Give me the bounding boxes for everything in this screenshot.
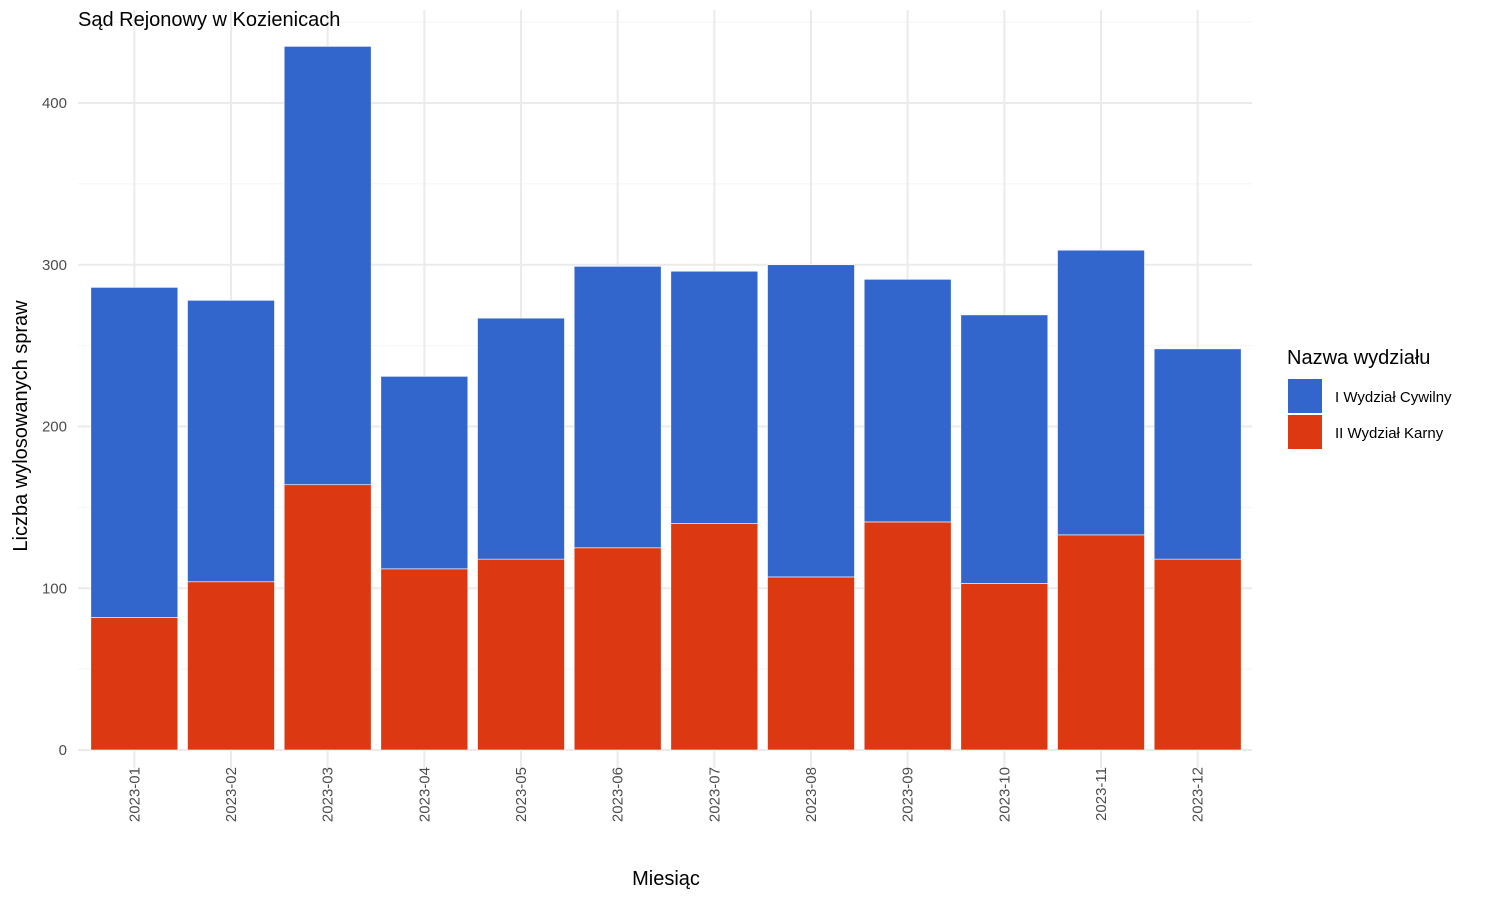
bar-criminal-2023-05 xyxy=(477,558,565,751)
bar-civil-2023-01 xyxy=(90,287,179,618)
bar-civil-2023-06 xyxy=(573,266,662,549)
y-tick-label: 200 xyxy=(42,419,67,436)
x-tick-label: 2023-04 xyxy=(416,767,433,822)
x-tick-label: 2023-01 xyxy=(126,767,143,822)
bar-civil-2023-09 xyxy=(863,279,952,523)
x-tick-label: 2023-02 xyxy=(223,767,240,822)
legend-swatch-civil xyxy=(1288,379,1322,413)
x-tick-label: 2023-05 xyxy=(513,767,530,822)
x-tick-label: 2023-06 xyxy=(610,767,627,822)
bar-criminal-2023-03 xyxy=(283,484,372,751)
legend: Nazwa wydziału I Wydział Cywilny II Wydz… xyxy=(1287,347,1452,449)
bar-criminal-2023-10 xyxy=(960,583,1049,751)
y-tick-label: 100 xyxy=(42,580,67,597)
bars xyxy=(90,46,1242,751)
x-tick-label: 2023-12 xyxy=(1190,767,1207,822)
bar-criminal-2023-04 xyxy=(380,568,469,751)
y-tick-label: 400 xyxy=(42,95,67,112)
bar-criminal-2023-01 xyxy=(90,617,179,751)
bar-criminal-2023-12 xyxy=(1153,558,1242,751)
bar-criminal-2023-06 xyxy=(573,547,662,751)
bar-civil-2023-02 xyxy=(187,300,275,583)
legend-title: Nazwa wydziału xyxy=(1287,347,1430,369)
x-tick-label: 2023-07 xyxy=(706,767,723,822)
bar-civil-2023-04 xyxy=(380,376,469,570)
x-tick-label: 2023-09 xyxy=(900,767,917,822)
x-axis-title: Miesiąc xyxy=(632,868,700,890)
y-tick-label: 300 xyxy=(42,257,67,274)
bar-criminal-2023-02 xyxy=(187,581,275,751)
x-tick-label: 2023-11 xyxy=(1093,767,1110,821)
y-axis-ticks: 0 100 200 300 400 xyxy=(42,95,67,759)
x-tick-label: 2023-03 xyxy=(320,767,337,822)
bar-civil-2023-07 xyxy=(670,270,759,524)
bar-criminal-2023-07 xyxy=(670,523,759,751)
bar-civil-2023-08 xyxy=(767,264,855,578)
bar-criminal-2023-08 xyxy=(767,576,855,751)
y-axis-title: Liczba wylosowanych spraw xyxy=(10,300,32,552)
x-axis-ticks: 2023-01 2023-02 2023-03 2023-04 2023-05 2023-… xyxy=(126,767,1206,822)
bar-civil-2023-10 xyxy=(960,314,1049,584)
y-tick-label: 0 xyxy=(59,742,67,759)
x-tick-label: 2023-08 xyxy=(803,767,820,822)
legend-swatch-criminal xyxy=(1288,415,1322,449)
bar-civil-2023-03 xyxy=(283,46,372,486)
bar-civil-2023-05 xyxy=(477,317,565,560)
bar-criminal-2023-11 xyxy=(1057,534,1145,751)
bar-criminal-2023-09 xyxy=(863,521,952,751)
bar-civil-2023-11 xyxy=(1057,249,1145,536)
x-tick-label: 2023-10 xyxy=(996,767,1013,822)
chart-title: Sąd Rejonowy w Kozienicach xyxy=(78,9,340,31)
legend-label-criminal: II Wydział Karny xyxy=(1335,425,1444,442)
legend-label-civil: I Wydział Cywilny xyxy=(1335,389,1452,406)
bar-civil-2023-12 xyxy=(1153,348,1242,560)
